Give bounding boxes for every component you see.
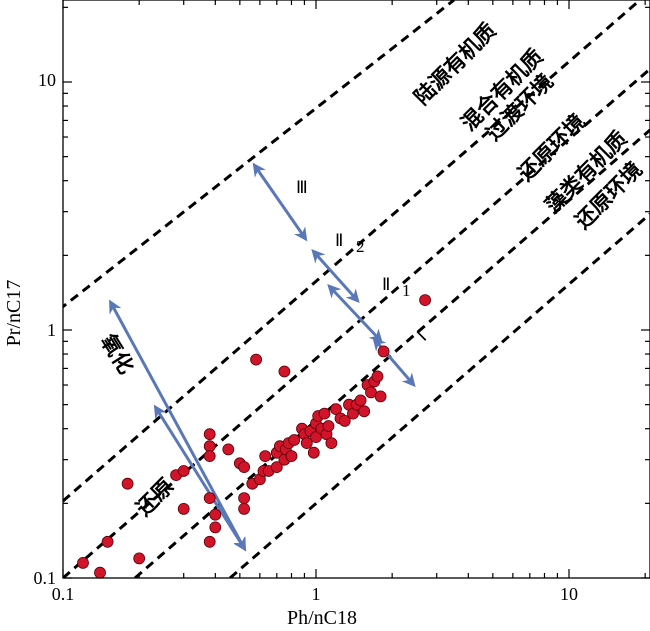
region-labels: 陆源有机质 混合有机质 过渡环境 还原环境 藻类有机质 还原环境: [410, 18, 647, 234]
data-point: [300, 437, 313, 450]
axis-ticks: [62, 0, 650, 579]
boundary-line-1: [63, 0, 455, 309]
x-axis-label: Ph/nC18: [287, 607, 357, 629]
x-tick-label-1: 1: [312, 584, 321, 604]
data-point: [358, 405, 371, 418]
arrow-reduction: [153, 404, 247, 552]
boundary-line-3: [63, 67, 650, 578]
arrow-oxidation: [109, 299, 246, 552]
arrows: [109, 162, 416, 552]
annotation-oxidation: 氧化: [96, 330, 139, 378]
x-tick-label-10: 10: [560, 584, 578, 604]
data-point: [250, 353, 263, 366]
data-point: [238, 492, 251, 505]
y-tick-label-1: 1: [47, 320, 56, 340]
y-axis-label: Pr/nC17: [3, 280, 25, 347]
data-point: [203, 450, 216, 463]
data-point: [222, 443, 235, 456]
data-point: [278, 365, 291, 378]
zone-label-2-2: Ⅱ: [335, 231, 343, 250]
data-points: [77, 294, 432, 579]
data-point: [209, 521, 222, 534]
arrow-zone-2-1: [327, 284, 383, 343]
data-point: [285, 450, 298, 463]
zone-label-2-1-subscript: 1: [402, 281, 411, 300]
zone-label-2-1: Ⅱ: [382, 275, 390, 294]
data-point: [77, 557, 89, 569]
x-tick-label-0.1: 0.1: [52, 584, 75, 604]
zone-labels: Ⅲ Ⅱ 2 Ⅱ 1 Ⅰ: [296, 178, 430, 345]
data-point: [419, 294, 432, 307]
data-point: [374, 390, 387, 403]
data-point: [288, 434, 301, 446]
data-point: [101, 535, 114, 548]
data-point: [203, 535, 216, 548]
data-point: [238, 502, 251, 515]
data-point: [377, 345, 390, 358]
data-point: [325, 437, 338, 450]
data-point: [94, 566, 106, 579]
data-point: [203, 492, 216, 505]
zone-label-2-2-subscript: 2: [356, 237, 365, 256]
data-point: [307, 446, 320, 459]
data-point: [203, 440, 216, 453]
data-point: [121, 477, 134, 490]
zone-label-3: Ⅲ: [296, 178, 308, 197]
data-point: [209, 508, 222, 521]
data-point: [133, 552, 146, 565]
boundary-line-2: [63, 0, 641, 503]
data-point: [270, 461, 283, 474]
data-point: [354, 394, 367, 407]
data-point: [322, 420, 335, 432]
data-point: [371, 370, 384, 383]
data-point: [259, 450, 272, 463]
data-point: [177, 502, 190, 515]
data-point: [177, 465, 190, 477]
y-tick-label-0.1: 0.1: [34, 568, 57, 588]
data-point: [338, 414, 351, 427]
plot-frame: [62, 0, 650, 579]
arrow-zone-3: [252, 162, 308, 242]
boundary-line-5: [229, 212, 650, 578]
data-point: [203, 428, 216, 441]
data-point: [238, 461, 251, 474]
tick-labels: 0.1 1 10 0.1 1 10: [34, 70, 579, 604]
data-point: [318, 407, 331, 420]
y-tick-label-10: 10: [38, 70, 56, 90]
